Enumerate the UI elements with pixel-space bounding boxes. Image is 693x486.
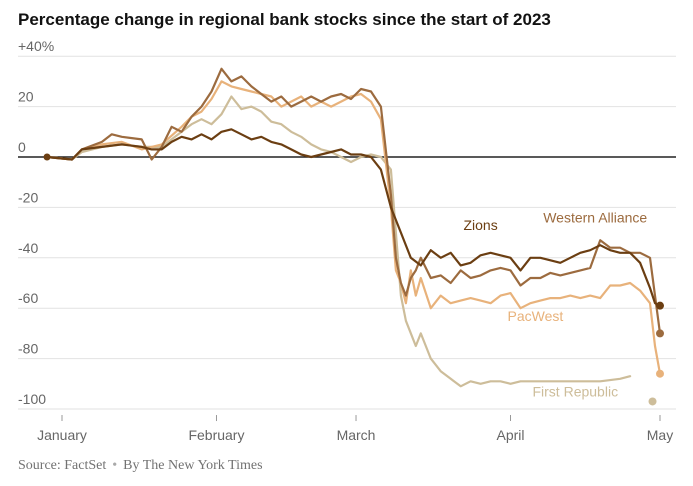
zions-line [45, 128, 662, 307]
x-tick-label: February [188, 427, 244, 443]
y-tick-label: -20 [18, 189, 38, 205]
western-alliance-line [45, 67, 662, 335]
y-tick-label: -60 [18, 290, 38, 306]
zions-label: Zions [463, 217, 497, 233]
first-republic-label: First Republic [532, 383, 618, 399]
source-note: Source: FactSet [18, 458, 107, 473]
y-tick-label: -80 [18, 341, 38, 357]
x-tick-label: January [37, 427, 87, 443]
y-tick-label: +40% [18, 38, 54, 54]
y-tick-label: 0 [18, 139, 26, 155]
chart-title: Percentage change in regional bank stock… [18, 10, 551, 29]
pacwest-end-point [656, 369, 664, 378]
byline: By The New York Times [123, 458, 263, 473]
zions-end-point [656, 301, 664, 310]
x-tick-label: May [647, 427, 673, 443]
series-lines [43, 67, 664, 406]
series-labels: First Republic PacWest Western Alliance Zio… [463, 210, 647, 400]
x-tick-label: March [337, 427, 376, 443]
western-alliance-end-point [656, 329, 664, 338]
y-tick-label: -40 [18, 240, 38, 256]
chart-footer: Source: FactSet • By The New York Times [18, 458, 263, 474]
y-tick-label: 20 [18, 89, 34, 105]
x-tick-label: April [496, 427, 524, 443]
footer-separator: • [112, 458, 118, 473]
western-alliance-label: Western Alliance [543, 210, 647, 226]
x-axis-ticks: January February March April May [37, 415, 673, 443]
start-point [43, 153, 51, 161]
first-republic-end-point [648, 397, 657, 406]
gridlines [18, 55, 676, 410]
y-tick-label: -100 [18, 391, 46, 407]
first-republic-line [45, 95, 632, 388]
y-axis-ticks: +40% 20 0 -20 -40 -60 -80 -100 [18, 38, 54, 407]
pacwest-label: PacWest [508, 308, 564, 324]
pacwest-line [45, 80, 662, 375]
